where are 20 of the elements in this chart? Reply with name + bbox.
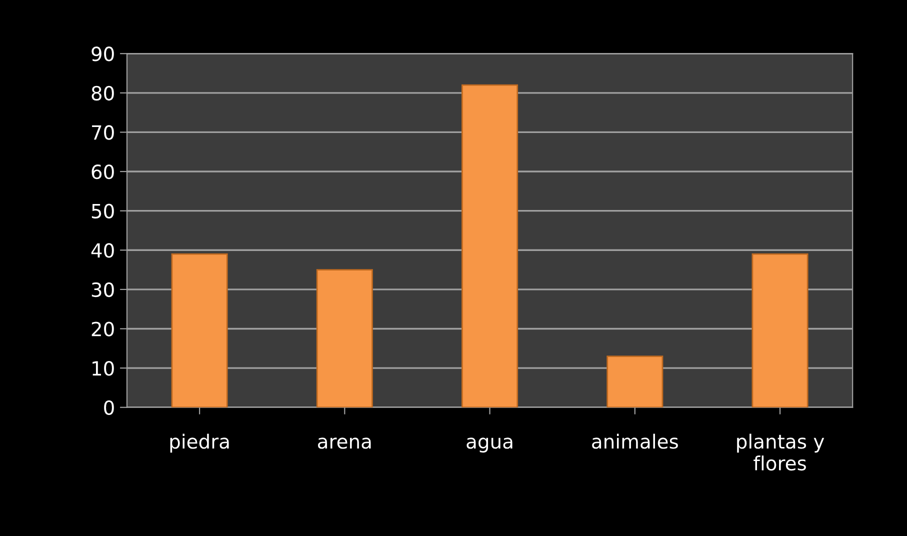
y-tick-label: 70 bbox=[92, 125, 114, 140]
y-tick-label: 50 bbox=[92, 204, 114, 218]
x-tick-label: arena bbox=[318, 438, 371, 449]
x-tick-label: animales bbox=[592, 434, 678, 449]
bar bbox=[752, 253, 808, 408]
y-tick-label: 60 bbox=[92, 164, 114, 180]
bar bbox=[171, 253, 228, 408]
bar bbox=[606, 356, 664, 408]
y-tick-label: 10 bbox=[92, 361, 114, 376]
y-tick-label: 0 bbox=[104, 400, 114, 416]
y-tick-label: 30 bbox=[92, 282, 114, 298]
x-tick-label: piedra bbox=[170, 434, 229, 453]
y-tick-label: 20 bbox=[92, 322, 114, 336]
y-tick-label: 90 bbox=[92, 46, 114, 62]
bar bbox=[316, 269, 373, 408]
x-tick-label: plantas y flores bbox=[737, 434, 824, 471]
bar bbox=[462, 84, 518, 408]
y-tick-label: 80 bbox=[92, 86, 114, 101]
y-tick-label: 40 bbox=[91, 243, 114, 258]
x-tick-label: agua bbox=[466, 438, 512, 453]
